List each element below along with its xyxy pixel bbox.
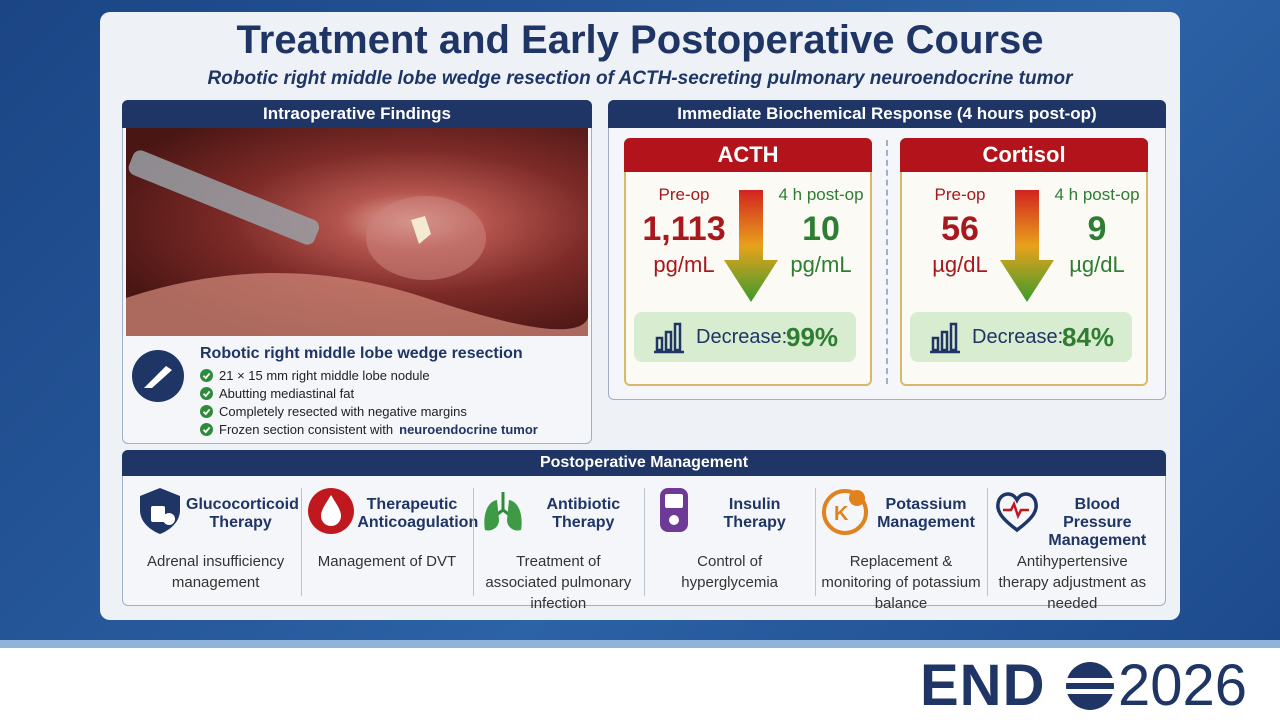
pre-value: 1,113 bbox=[642, 210, 726, 248]
chart-icon bbox=[654, 322, 684, 354]
findings-list: 21 × 15 mm right middle lobe nodule Abutt… bbox=[200, 366, 580, 438]
pre-label: Pre-op bbox=[658, 185, 710, 204]
finding-text: Frozen section consistent with bbox=[219, 421, 394, 437]
divider bbox=[886, 140, 888, 384]
check-icon bbox=[200, 422, 213, 436]
finding-text: 21 × 15 mm right middle lobe nodule bbox=[219, 367, 430, 383]
management-icon bbox=[140, 488, 180, 534]
management-description: Treatment of associated pulmonary infect… bbox=[485, 553, 632, 612]
management-icon bbox=[483, 492, 522, 531]
separator bbox=[815, 488, 817, 596]
separator bbox=[301, 488, 303, 596]
finding: Completely resected with negative margin… bbox=[200, 402, 580, 420]
decrease-arrow bbox=[1000, 190, 1054, 302]
post-value: 10 bbox=[802, 210, 840, 248]
post-label: 4 h post-op bbox=[778, 185, 864, 204]
post-value: 9 bbox=[1087, 210, 1107, 248]
separator bbox=[644, 488, 645, 596]
management-icon: K bbox=[822, 489, 869, 535]
svg-text:K: K bbox=[834, 503, 849, 525]
decrease-value: 84% bbox=[1062, 322, 1115, 352]
check-icon bbox=[200, 404, 213, 418]
scalpel-icon bbox=[132, 350, 184, 402]
panel-header: Postoperative Management bbox=[122, 450, 1166, 476]
management-title: Insulin Therapy bbox=[723, 496, 786, 531]
finding-text: Completely resected with negative margin… bbox=[219, 403, 467, 419]
finding: Frozen section consistent with neuroendoc… bbox=[200, 420, 580, 438]
pre-label: Pre-op bbox=[934, 185, 986, 204]
logo-brand: END bbox=[920, 653, 1046, 718]
surgical-image bbox=[126, 128, 588, 336]
procedure: Robotic right middle lobe wedge resectio… bbox=[200, 345, 523, 362]
management-title: Antibiotic Therapy bbox=[546, 496, 621, 531]
management-icon bbox=[660, 488, 688, 532]
management-description: Management of DVT bbox=[317, 553, 457, 570]
management-description: Replacement & monitoring of potassium ba… bbox=[821, 553, 981, 612]
management-title: Therapeutic Anticoagulation bbox=[357, 496, 479, 531]
management-title: Potassium Management bbox=[877, 496, 975, 531]
check-icon bbox=[200, 368, 213, 382]
marker-name: Cortisol bbox=[900, 138, 1148, 172]
finding-text: Abutting mediastinal fat bbox=[219, 385, 355, 401]
finding: 21 × 15 mm right middle lobe nodule bbox=[200, 366, 580, 384]
stripe bbox=[0, 640, 1280, 648]
finding-emphasis: neuroendocrine tumor bbox=[399, 421, 538, 437]
finding: Abutting mediastinal fat bbox=[200, 384, 580, 402]
management-description: Control of hyperglycemia bbox=[681, 553, 779, 591]
post-label: 4 h post-op bbox=[1054, 185, 1140, 204]
subtitle: Robotic right middle lobe wedge resectio… bbox=[207, 68, 1073, 89]
management-description: Adrenal insufficiency management bbox=[147, 553, 285, 591]
pre-unit: pg/mL bbox=[653, 252, 715, 277]
check-icon bbox=[200, 386, 213, 400]
logo-globe bbox=[1064, 662, 1116, 710]
image-overlay bbox=[126, 150, 588, 336]
chart-icon bbox=[930, 322, 960, 354]
title: Treatment and Early Postoperative Course bbox=[236, 18, 1044, 62]
panel-header: Intraoperative Findings bbox=[122, 100, 592, 128]
management-description: Antihypertensive therapy adjustment as n… bbox=[998, 553, 1147, 612]
management-title: Blood Pressure Management bbox=[1048, 496, 1147, 549]
logo-year: 2026 bbox=[1118, 653, 1248, 718]
post-unit: pg/mL bbox=[790, 252, 852, 277]
marker-name: ACTH bbox=[624, 138, 872, 172]
decrease-arrow bbox=[724, 190, 778, 302]
post-unit: µg/dL bbox=[1069, 252, 1125, 277]
management-icon bbox=[995, 492, 1038, 533]
management-title: Glucocorticoid Therapy bbox=[186, 496, 299, 531]
management-icon bbox=[308, 488, 355, 534]
panel-header: Immediate Biochemical Response (4 hours … bbox=[608, 100, 1166, 128]
decrease-label: Decrease: bbox=[972, 326, 1064, 348]
pre-unit: µg/dL bbox=[932, 252, 988, 277]
pre-value: 56 bbox=[941, 210, 979, 248]
separator bbox=[986, 488, 988, 596]
separator bbox=[472, 488, 474, 596]
decrease-label: Decrease: bbox=[696, 326, 788, 348]
decrease-value: 99% bbox=[786, 322, 839, 352]
